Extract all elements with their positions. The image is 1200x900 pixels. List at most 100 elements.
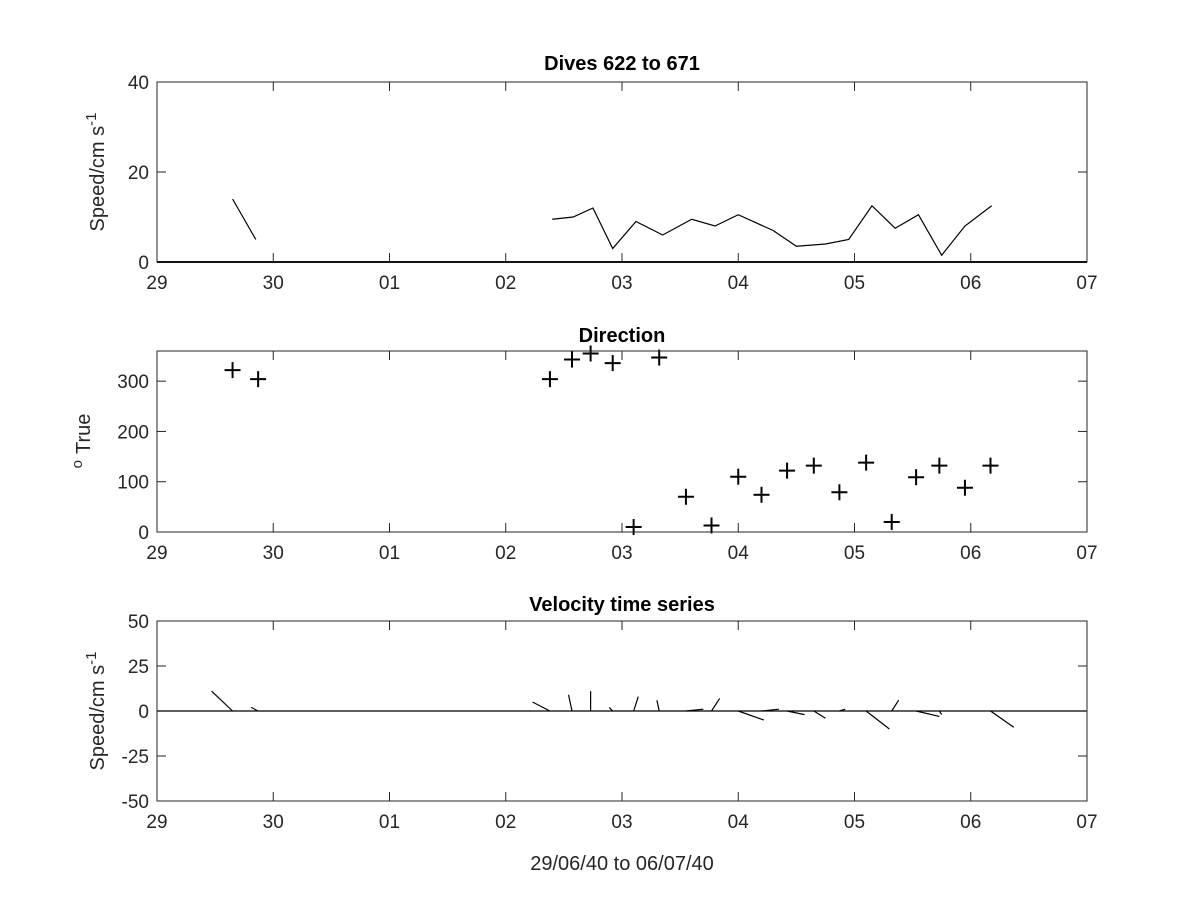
direction-point [541, 371, 558, 388]
y-tick-label: 100 [117, 473, 149, 494]
x-tick-label: 07 [1076, 543, 1097, 564]
velocity-stick [250, 706, 259, 712]
x-tick-label: 05 [844, 812, 865, 833]
x-tick-label: 06 [960, 812, 981, 833]
velocity-stick [839, 708, 846, 712]
y-tick-label: 0 [138, 523, 149, 544]
velocity-stick [211, 690, 233, 712]
velocity-panel-frame [156, 620, 1088, 802]
speed-panel-ylabel-sup: -1 [83, 113, 100, 126]
direction-panel-frame [156, 350, 1088, 533]
y-tick-label: 25 [128, 657, 149, 678]
svg-text:oTrue: o True [69, 414, 95, 469]
x-tick-label: 03 [611, 812, 632, 833]
velocity-panel-ylabel-text: Speed/cm s [87, 665, 109, 771]
x-tick-label: 07 [1076, 812, 1097, 833]
velocity-stick [915, 710, 940, 717]
direction-point [858, 454, 875, 471]
y-tick-label: 50 [128, 612, 149, 633]
speed-series-line [232, 198, 257, 240]
x-tick-label: 30 [263, 543, 284, 564]
velocity-panel-ylabel-sup: -1 [83, 652, 100, 665]
x-tick-label: 29 [146, 543, 167, 564]
x-tick-label: 04 [728, 273, 750, 294]
speed-panel-ylabel: Speed/cm s-1 [83, 113, 109, 232]
direction-point [625, 518, 642, 535]
velocity-stick [711, 698, 721, 712]
speed-panel-frame [156, 81, 1088, 263]
svg-text:Speed/cm s-1: Speed/cm s-1 [83, 652, 109, 771]
x-tick-label: 30 [263, 273, 284, 294]
velocity-stick [990, 710, 1015, 728]
y-tick-label: 0 [138, 253, 149, 274]
direction-point [703, 517, 720, 534]
x-tick-label: 01 [379, 273, 400, 294]
x-tick-label: 01 [379, 812, 400, 833]
direction-point [250, 371, 267, 388]
direction-panel-ylabel-text: True [73, 414, 95, 454]
direction-point [883, 513, 900, 530]
direction-point [730, 468, 747, 485]
velocity-panel: Velocity time series Speed/cm s-1 29 30 01… [83, 594, 1098, 875]
velocity-stick [738, 710, 765, 721]
x-tick-label: 02 [495, 273, 516, 294]
direction-point [982, 457, 999, 474]
direction-point [931, 457, 948, 474]
direction-panel-ylabel-sup: o [69, 460, 86, 468]
x-tick-label: 04 [728, 543, 750, 564]
x-tick-label: 29 [146, 273, 167, 294]
direction-point [677, 488, 694, 505]
x-tick-label: 06 [960, 543, 981, 564]
velocity-stick [786, 710, 805, 716]
velocity-stick [685, 708, 704, 712]
direction-point [753, 486, 770, 503]
velocity-stick [656, 700, 660, 712]
velocity-stick [532, 701, 551, 712]
direction-point [604, 355, 621, 372]
direction-point [564, 351, 581, 368]
y-tick-label: 20 [128, 163, 149, 184]
y-tick-label: 300 [117, 372, 149, 393]
direction-point [831, 484, 848, 501]
velocity-stick [567, 694, 573, 712]
speed-panel-ylabel-text: Speed/cm s [87, 126, 109, 232]
x-tick-label: 04 [728, 812, 750, 833]
y-tick-label: 40 [128, 73, 149, 94]
velocity-stick [938, 710, 943, 715]
x-tick-label: 05 [844, 543, 865, 564]
x-tick-label: 01 [379, 543, 400, 564]
velocity-stick [761, 708, 779, 712]
direction-point [805, 457, 822, 474]
velocity-stick [608, 706, 614, 712]
y-tick-label: 0 [138, 702, 149, 723]
direction-panel-title: Direction [579, 325, 666, 347]
x-tick-label: 02 [495, 812, 516, 833]
svg-text:Speed/cm s-1: Speed/cm s-1 [83, 113, 109, 232]
direction-panel: Direction o True 29 30 01 02 03 04 05 06 07 0 100 20… [69, 325, 1098, 564]
velocity-stick [633, 696, 639, 712]
y-tick-label: 200 [117, 422, 149, 443]
velocity-stick [813, 710, 826, 719]
y-tick-label: -50 [122, 792, 149, 813]
direction-point [956, 479, 973, 496]
x-tick-label: 02 [495, 543, 516, 564]
direction-panel-ylabel: o True [69, 414, 95, 469]
x-tick-label: 03 [611, 543, 632, 564]
direction-point [908, 469, 925, 486]
x-tick-label: 29 [146, 812, 167, 833]
direction-point [224, 362, 241, 379]
velocity-panel-ylabel: Speed/cm s-1 [83, 652, 109, 771]
direction-point [582, 345, 599, 362]
x-tick-label: 06 [960, 273, 981, 294]
x-tick-label: 30 [263, 812, 284, 833]
velocity-panel-title: Velocity time series [529, 594, 715, 616]
x-tick-label: 07 [1076, 273, 1097, 294]
velocity-panel-xlabel: 29/06/40 to 06/07/40 [530, 853, 714, 875]
direction-point [651, 349, 668, 366]
velocity-stick [865, 710, 890, 730]
speed-series-line [552, 204, 993, 257]
x-tick-label: 03 [611, 273, 632, 294]
speed-panel-title: Dives 622 to 671 [544, 53, 700, 75]
speed-panel: Dives 622 to 671 Speed/cm s-1 29 30 01 02 03… [83, 53, 1098, 294]
y-tick-label: -25 [122, 747, 149, 768]
